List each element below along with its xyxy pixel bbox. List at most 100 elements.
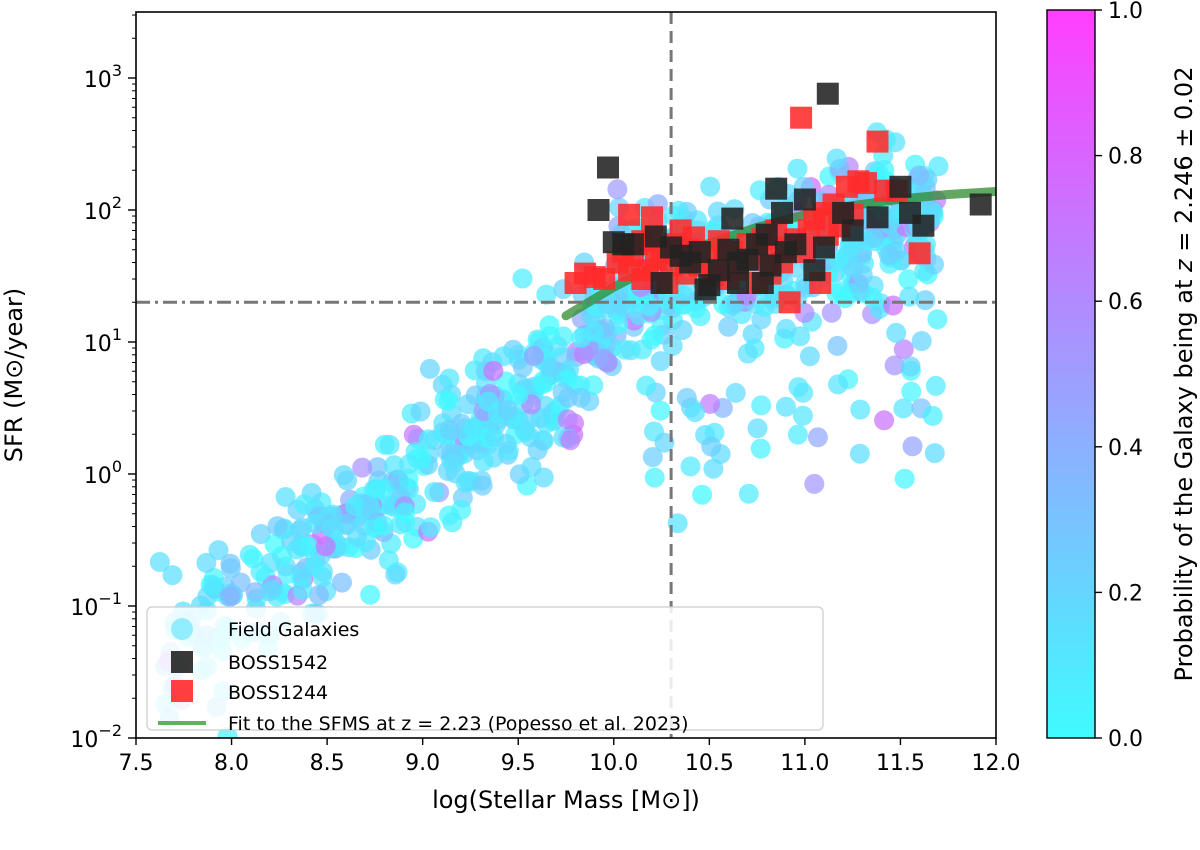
field-galaxy-point <box>747 418 768 439</box>
boss1542-point <box>793 188 816 211</box>
field-galaxy-point <box>497 400 518 420</box>
field-galaxy-point <box>650 400 671 421</box>
colorbar-title-suffix: = 2.246 ± 0.02 <box>1170 67 1198 260</box>
field-galaxy-point <box>419 358 440 379</box>
boss1244-point <box>855 172 877 195</box>
boss1542-point <box>621 233 644 256</box>
field-galaxy-point <box>395 502 416 523</box>
field-galaxy-point <box>483 360 504 381</box>
field-galaxy-point <box>821 302 842 323</box>
field-galaxy-point <box>685 402 705 423</box>
field-galaxy-point <box>915 290 936 311</box>
field-galaxy-point <box>874 410 895 431</box>
field-galaxy-point <box>792 405 813 426</box>
field-galaxy-point <box>607 179 628 200</box>
field-galaxy-point <box>922 405 943 426</box>
legend-marker-field-galaxies <box>171 618 193 640</box>
field-galaxy-point <box>751 395 772 416</box>
y-tick-label: 10−1 <box>70 589 122 621</box>
field-galaxy-point <box>583 375 604 396</box>
field-galaxy-point <box>292 580 313 600</box>
boss1244-point <box>908 242 931 265</box>
field-galaxy-point <box>493 346 514 367</box>
field-galaxy-point <box>399 454 420 475</box>
colorbar-tick-label: 0.8 <box>1108 145 1143 170</box>
field-galaxy-point <box>886 322 907 343</box>
field-galaxy-point <box>536 284 557 305</box>
field-galaxy-point <box>901 381 922 402</box>
field-galaxy-point <box>701 436 722 457</box>
field-galaxy-point <box>807 427 828 448</box>
field-galaxy-point <box>557 409 578 430</box>
field-galaxy-point <box>644 467 665 488</box>
field-galaxy-point <box>420 517 441 538</box>
field-galaxy-point <box>367 457 388 478</box>
field-galaxy-point <box>775 396 796 417</box>
field-galaxy-point <box>521 457 542 477</box>
field-galaxy-point <box>515 422 536 443</box>
boss1542-point <box>771 201 793 224</box>
boss1542-point <box>803 259 826 282</box>
field-galaxy-point <box>692 484 713 505</box>
field-galaxy-point <box>508 385 529 405</box>
field-galaxy-point <box>884 355 905 376</box>
field-galaxy-point <box>927 309 948 330</box>
field-galaxy-point <box>149 552 170 572</box>
field-galaxy-point <box>788 377 809 398</box>
field-galaxy-point <box>438 390 459 411</box>
field-galaxy-point <box>776 318 797 339</box>
field-galaxy-point <box>902 436 923 457</box>
field-galaxy-point <box>439 368 460 389</box>
field-galaxy-point <box>878 245 899 266</box>
field-galaxy-point <box>378 550 399 571</box>
field-galaxy-point <box>849 281 870 302</box>
field-galaxy-point <box>826 148 847 169</box>
legend-box <box>146 606 824 731</box>
boss1542-point <box>751 272 774 294</box>
boss1542-point <box>650 272 673 294</box>
field-galaxy-point <box>523 345 544 366</box>
legend-marker-boss1244 <box>171 680 193 702</box>
field-galaxy-point <box>584 321 604 342</box>
legend-marker-boss1542 <box>171 651 193 673</box>
field-galaxy-point <box>827 335 848 356</box>
reference-lines-layer <box>136 12 996 738</box>
field-galaxy-point <box>337 470 358 491</box>
x-tick-label: 11.5 <box>876 751 925 776</box>
field-galaxy-point <box>639 296 660 317</box>
field-galaxy-point <box>787 424 808 445</box>
field-galaxy-point <box>834 288 855 309</box>
field-galaxy-point <box>925 375 946 396</box>
field-galaxy-point <box>289 520 310 541</box>
boss1542-point <box>832 201 855 224</box>
field-galaxy-point <box>850 399 871 420</box>
field-galaxy-point <box>424 482 445 502</box>
field-galaxy-point <box>308 585 329 606</box>
field-galaxy-point <box>162 565 183 586</box>
x-tick-label: 11.0 <box>780 751 829 776</box>
boss1244-point <box>778 291 801 314</box>
field-galaxy-point <box>893 339 914 360</box>
colorbar <box>1046 9 1096 739</box>
colorbar-title-prefix: Probability of the Galaxy being at <box>1170 272 1198 681</box>
legend-label-boss1244: BOSS1244 <box>228 682 328 704</box>
x-axis: 7.5 8.0 8.5 9.0 9.5 10.0 10.5 11.0 11.5 12.0 <box>119 738 1020 776</box>
field-galaxy-point <box>478 391 499 412</box>
field-galaxy-point <box>250 561 271 582</box>
field-galaxy-point <box>686 298 707 319</box>
boss1542-point <box>688 241 711 264</box>
field-galaxy-point <box>894 468 915 489</box>
colorbar-ticks: 0.0 0.2 0.4 0.6 0.8 1.0 <box>1095 0 1143 752</box>
field-galaxy-point <box>703 458 724 479</box>
field-galaxy-point <box>208 540 229 561</box>
field-galaxy-point <box>909 165 930 186</box>
field-galaxy-point <box>384 455 405 476</box>
boss1542-point <box>765 177 788 200</box>
x-axis-title: log(Stellar Mass [M⊙]) <box>432 786 700 814</box>
field-galaxy-point <box>911 331 932 351</box>
x-tick-label: 8.5 <box>310 751 345 776</box>
boss1244-point <box>618 203 641 226</box>
boss1542-point <box>866 206 889 229</box>
boss1542-point <box>816 82 839 105</box>
field-galaxy-point <box>346 526 367 547</box>
